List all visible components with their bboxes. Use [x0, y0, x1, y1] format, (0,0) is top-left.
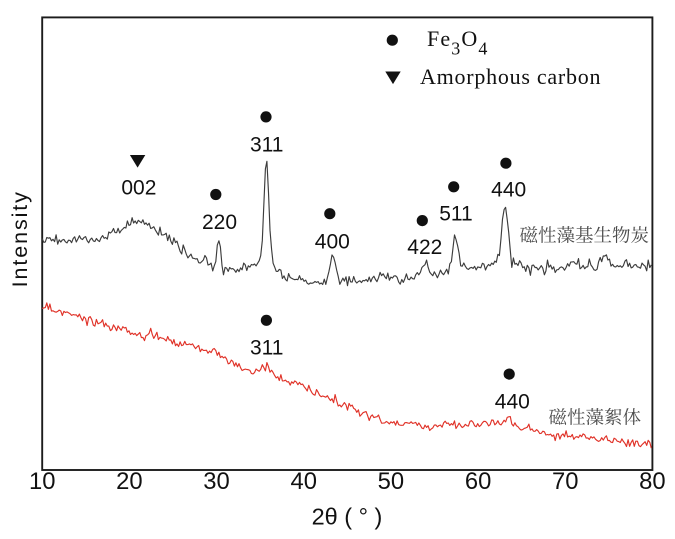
svg-text:440: 440 [491, 179, 526, 202]
svg-text:20: 20 [116, 468, 142, 495]
svg-text:220: 220 [202, 211, 237, 234]
svg-text:70: 70 [552, 468, 578, 495]
svg-text:311: 311 [250, 336, 283, 359]
svg-text:311: 311 [250, 134, 283, 157]
svg-text:440: 440 [495, 391, 530, 414]
svg-text:80: 80 [639, 468, 665, 495]
svg-text:002: 002 [121, 177, 156, 200]
svg-text:60: 60 [465, 468, 491, 495]
svg-text:422: 422 [407, 236, 442, 259]
svg-text:40: 40 [290, 468, 316, 495]
svg-text:511: 511 [439, 202, 472, 225]
svg-text:10: 10 [29, 468, 55, 495]
svg-text:Amorphous carbon: Amorphous carbon [420, 64, 601, 89]
svg-text:2θ ( ° ): 2θ ( ° ) [312, 504, 383, 530]
svg-text:50: 50 [378, 468, 404, 495]
svg-text:400: 400 [315, 231, 350, 254]
svg-text:30: 30 [203, 468, 229, 495]
svg-text:Intensity: Intensity [8, 190, 32, 287]
